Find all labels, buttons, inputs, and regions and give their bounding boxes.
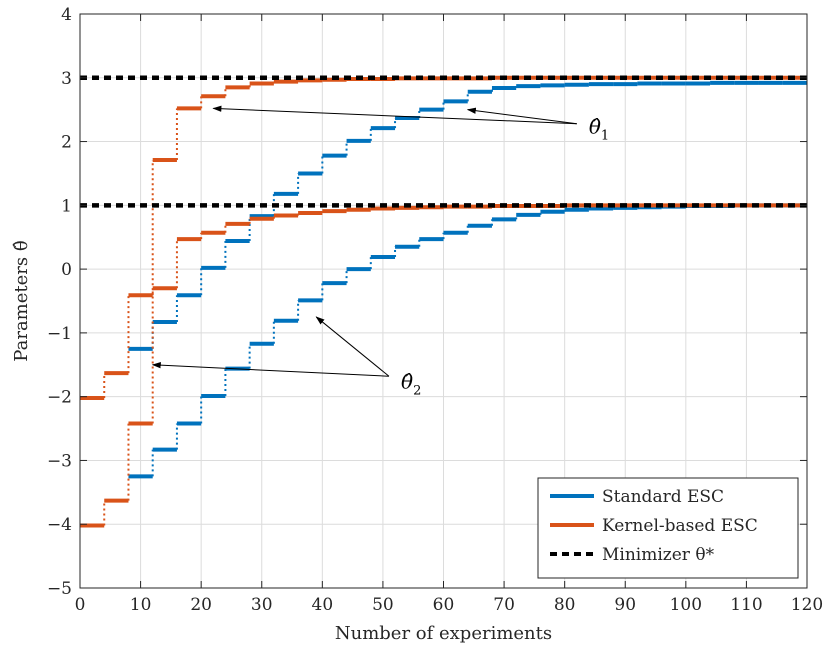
legend-label: Kernel-based ESC xyxy=(602,516,758,536)
legend-item: Kernel-based ESC xyxy=(550,516,758,536)
x-tick-label: 120 xyxy=(791,595,823,615)
axes: 0 10 20 30 40 50 60 70 80 90 100 110 120 −5 −4 −3 −2 −1 0 1… xyxy=(11,5,823,644)
y-tick-label: 3 xyxy=(61,69,72,89)
x-tick-label: 80 xyxy=(554,595,576,615)
series-layer xyxy=(80,75,807,528)
annotation-theta1: θ̂1 xyxy=(212,105,609,144)
annotation-subscript: 2 xyxy=(413,384,421,399)
legend: Standard ESC Kernel-based ESC Minimizer θ* xyxy=(537,477,799,579)
y-tick-label: −2 xyxy=(47,388,72,408)
x-tick-label: 50 xyxy=(372,595,394,615)
y-tick-label: 0 xyxy=(61,260,72,280)
x-tick-label: 110 xyxy=(730,595,762,615)
x-tick-label: 40 xyxy=(312,595,334,615)
annotation-arrow xyxy=(315,316,390,377)
y-tick-label: −1 xyxy=(47,324,72,344)
y-tick-label: 1 xyxy=(61,196,72,216)
x-axis-title: Number of experiments xyxy=(335,623,552,644)
y-tick-label: −4 xyxy=(47,515,72,535)
annotation-arrow xyxy=(212,105,577,125)
x-tick-label: 0 xyxy=(75,595,86,615)
x-tick-label: 90 xyxy=(614,595,636,615)
y-tick-label: 4 xyxy=(61,5,72,25)
x-tick-label: 20 xyxy=(190,595,212,615)
legend-label: Standard ESC xyxy=(602,487,724,507)
y-tick-label: 2 xyxy=(61,133,72,153)
annotation-subscript: 1 xyxy=(601,129,609,144)
x-tick-label: 70 xyxy=(493,595,515,615)
x-tick-label: 100 xyxy=(670,595,702,615)
annotation-arrow xyxy=(466,107,577,125)
annotation-arrow xyxy=(151,362,389,377)
legend-label: Minimizer θ* xyxy=(602,545,715,565)
legend-item: Minimizer θ* xyxy=(550,545,715,565)
series-standard-esc-theta1 xyxy=(128,80,807,351)
x-tick-label: 60 xyxy=(433,595,455,615)
x-tick-label: 10 xyxy=(130,595,152,615)
y-tick-label: −5 xyxy=(47,579,72,599)
annotations: θ̂1θ̂2 xyxy=(151,105,609,399)
y-axis-title: Parameters θ̂ xyxy=(11,240,32,361)
y-tick-label: −3 xyxy=(47,451,72,471)
legend-item: Standard ESC xyxy=(550,487,724,507)
x-tick-label: 30 xyxy=(251,595,273,615)
